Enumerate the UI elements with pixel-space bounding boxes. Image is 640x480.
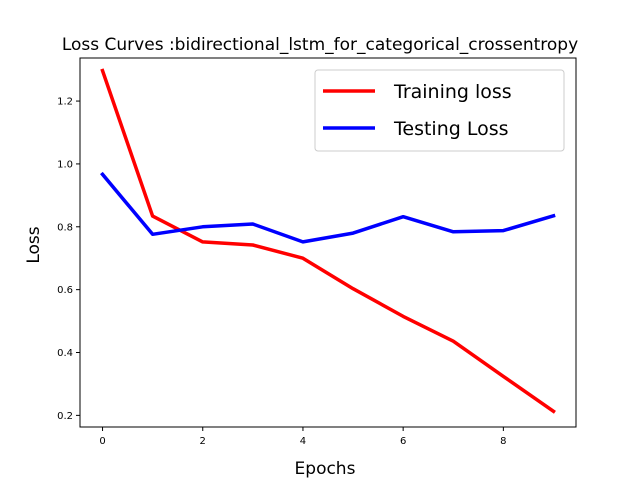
legend-label-2: Testing Loss: [393, 118, 509, 140]
y-tick-label: 0.4: [57, 348, 73, 359]
x-tick-label: 2: [200, 436, 206, 447]
series-line-2: [100, 171, 556, 244]
legend-label-1: Training loss: [393, 81, 512, 103]
y-tick-label: 1.2: [57, 97, 73, 108]
x-tick-label: 4: [300, 436, 306, 447]
chart-title: Loss Curves :bidirectional_lstm_for_cate…: [62, 35, 578, 55]
x-axis-label: Epochs: [295, 459, 356, 479]
series-layer: [100, 68, 556, 414]
y-tick-label: 0.2: [57, 411, 73, 422]
y-tick-label: 0.8: [57, 222, 73, 233]
legend: Training loss Testing Loss: [314, 69, 565, 152]
x-tick-label: 8: [500, 436, 506, 447]
legend-box: [314, 69, 565, 152]
y-tick-label: 0.6: [57, 285, 73, 296]
y-axis-ticks: 0.2 0.4 0.6 0.8 1.0 1.2: [57, 97, 80, 422]
x-tick-label: 0: [99, 436, 105, 447]
x-axis-ticks: 0 2 4 6 8: [99, 427, 507, 447]
x-tick-label: 6: [400, 436, 406, 447]
y-tick-label: 1.0: [57, 159, 73, 170]
y-axis-label: Loss: [24, 226, 44, 263]
